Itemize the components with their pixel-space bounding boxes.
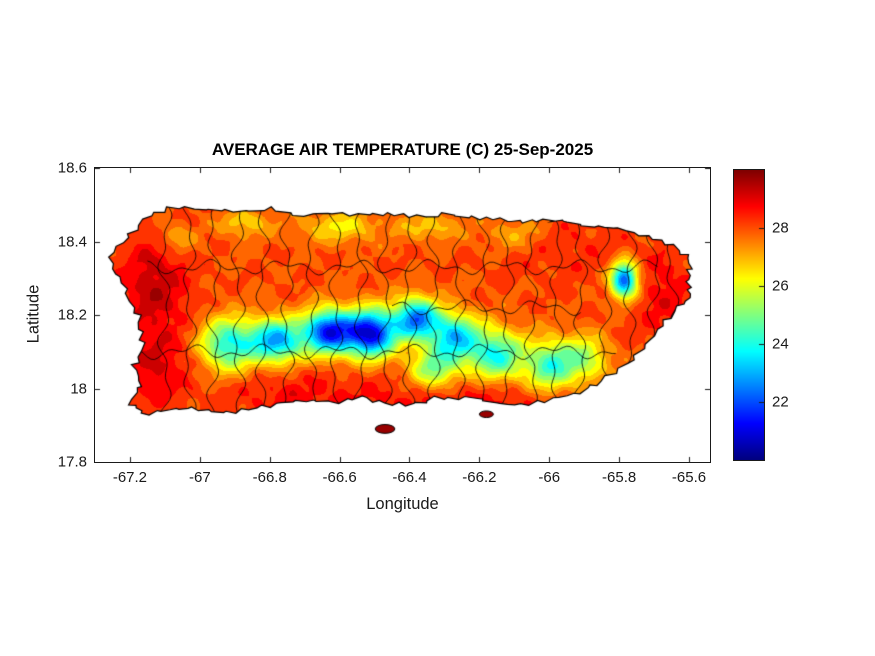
colorbar-tick-label: 24 <box>772 335 789 353</box>
x-tick-label: -66.6 <box>322 469 357 486</box>
x-tick-label: -66.8 <box>252 469 287 486</box>
colorbar-tick-label: 28 <box>772 219 789 237</box>
y-tick-label: 18.4 <box>57 233 87 250</box>
temperature-map-canvas <box>94 167 711 463</box>
y-tick-label: 18.6 <box>57 159 87 177</box>
x-tick-label: -66.4 <box>392 469 427 486</box>
x-tick-label: -66.2 <box>462 469 497 486</box>
colorbar-tick-label: 22 <box>772 393 789 411</box>
x-tick-label: -66 <box>538 469 561 486</box>
y-tick-label: 17.8 <box>57 453 87 471</box>
chart-title: AVERAGE AIR TEMPERATURE (C) 25-Sep-2025 <box>211 140 594 159</box>
x-tick-label: -65.8 <box>602 469 637 486</box>
colorbar <box>733 169 765 461</box>
x-tick-label: -67.2 <box>112 469 148 486</box>
colorbar-tick-label: 26 <box>772 277 789 295</box>
y-tick-label: 18.2 <box>57 306 87 324</box>
x-tick-label: -67 <box>188 469 211 486</box>
x-tick-label: -65.6 <box>671 469 707 486</box>
x-axis-label: Longitude <box>366 495 439 513</box>
y-tick-label: 18 <box>70 380 87 397</box>
